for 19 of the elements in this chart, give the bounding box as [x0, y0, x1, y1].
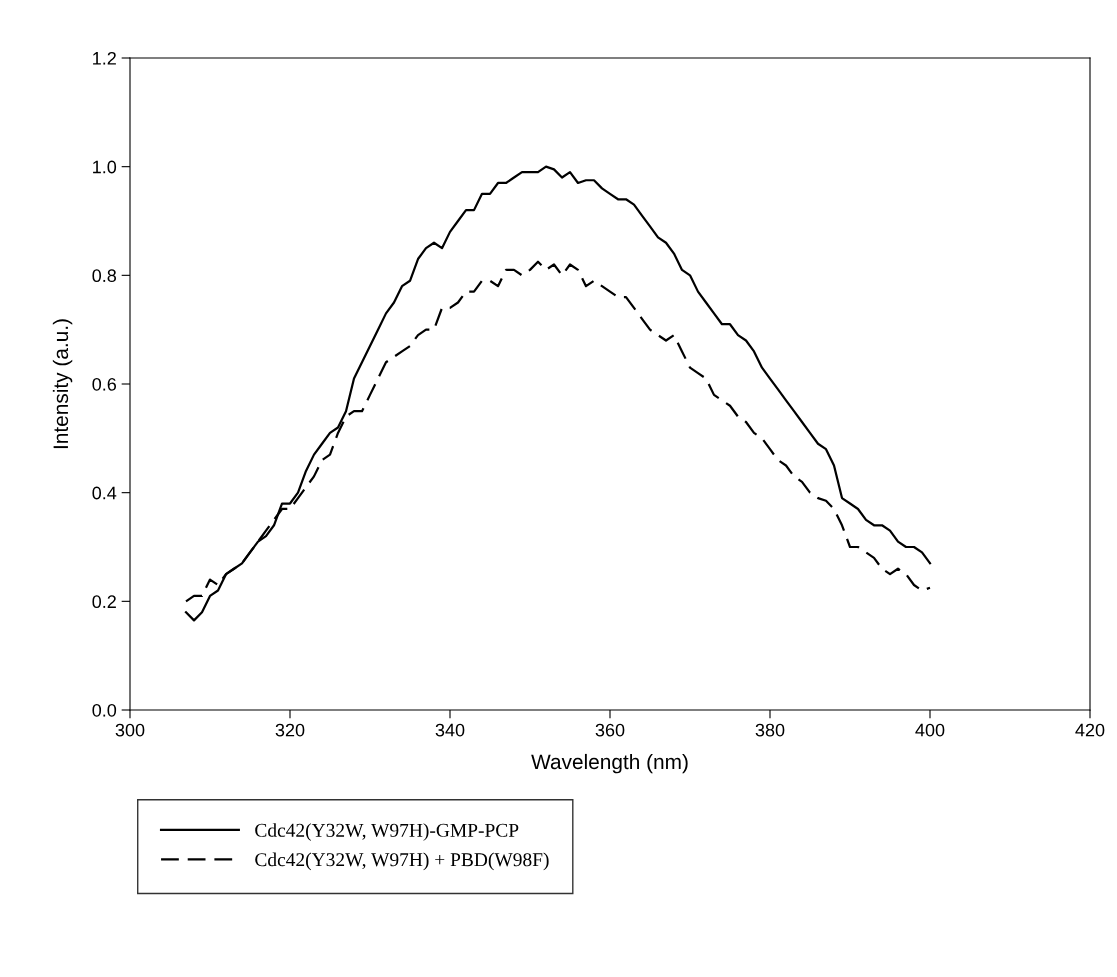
legend-label: Cdc42(Y32W, W97H) + PBD(W98F) [255, 852, 549, 871]
x-tick-label: 420 [1075, 723, 1105, 737]
y-tick-label: 0.2 [92, 595, 116, 609]
y-tick-label: 0.8 [92, 269, 117, 283]
x-tick-label: 400 [915, 723, 945, 737]
y-tick-label: 0.6 [92, 377, 117, 391]
x-axis-title: Wavelength (nm) [531, 753, 688, 774]
y-tick-label: 0.4 [92, 486, 117, 500]
y-tick-label: 1.2 [93, 51, 116, 65]
x-tick-label: 340 [435, 723, 465, 737]
x-tick-label: 380 [755, 723, 785, 737]
x-tick-label: 320 [275, 723, 305, 737]
legend-label: Cdc42(Y32W, W97H)-GMP-PCP [255, 823, 519, 841]
x-tick-label: 300 [115, 723, 145, 737]
line-series [184, 165, 932, 622]
x-tick-label: 360 [595, 723, 625, 737]
y-tick-label: 1.0 [93, 160, 117, 174]
y-tick-label: 0.0 [92, 703, 117, 717]
y-axis-title: Intensity (a.u.) [52, 319, 73, 449]
